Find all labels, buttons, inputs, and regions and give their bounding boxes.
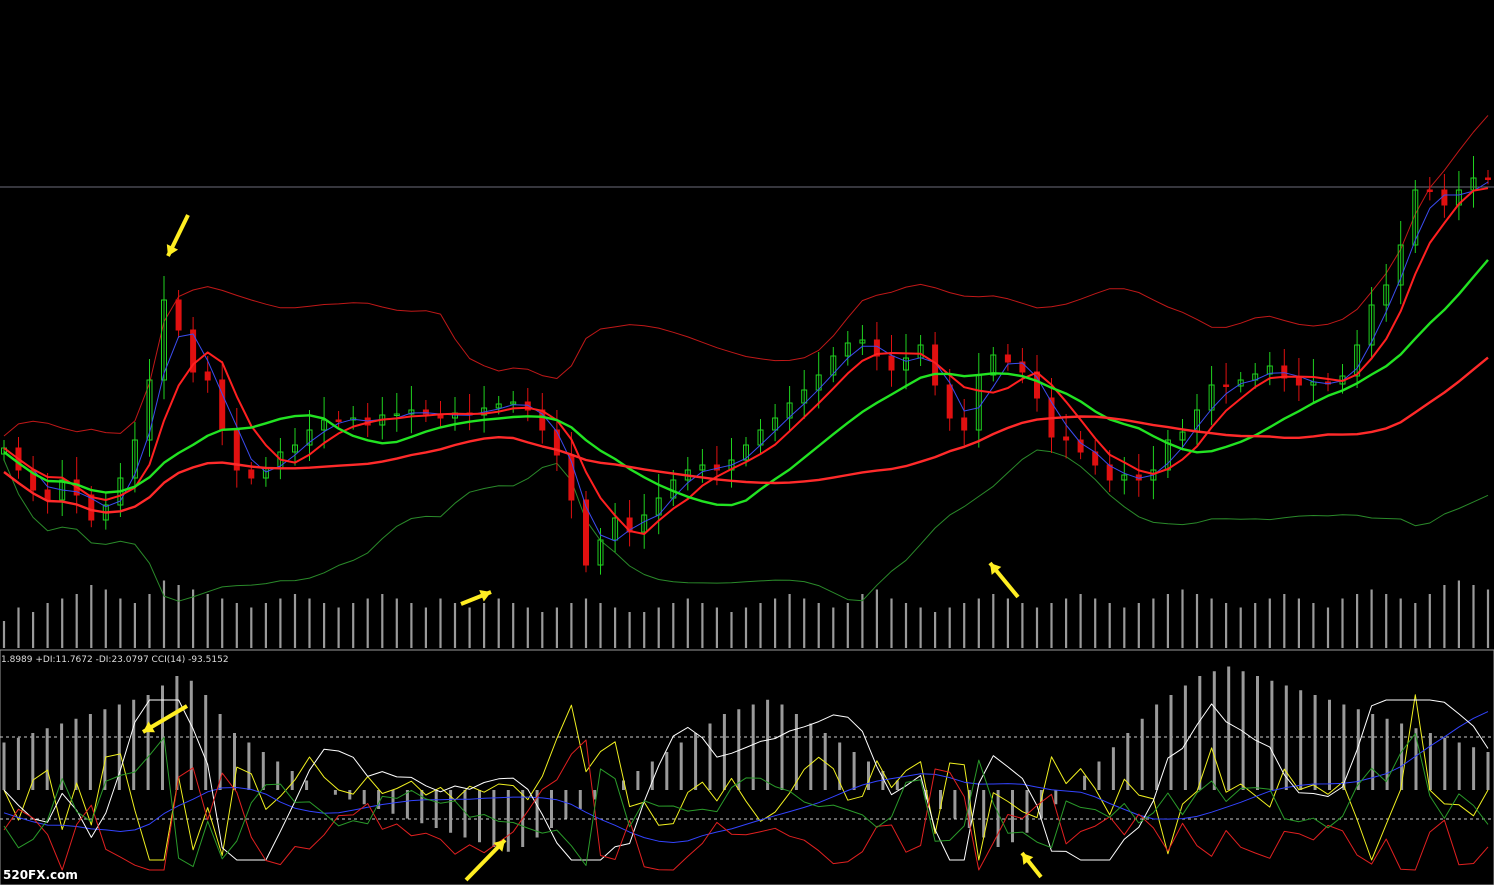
candle-body — [1485, 177, 1491, 180]
indicator-readout: 1.8989 +DI:11.7672 -DI:23.0797 CCI(14) -… — [1, 655, 229, 665]
osc-green-line — [3, 733, 1489, 868]
candle-body — [1426, 189, 1433, 192]
candle-body — [161, 299, 167, 381]
candle-body — [1121, 474, 1128, 481]
candle-body — [292, 444, 298, 453]
arrow-bottom-right-head — [990, 563, 1002, 575]
ma-blue-line — [3, 181, 1489, 542]
candle-body — [350, 417, 357, 421]
candle-body — [175, 299, 182, 331]
candle-body — [131, 439, 138, 479]
osc-cci-line — [3, 694, 1489, 861]
osc-blue-line — [3, 711, 1489, 843]
candle-body — [772, 417, 779, 431]
candle-body — [1150, 469, 1157, 481]
candle-body — [1295, 377, 1302, 386]
osc-white-line — [3, 699, 1489, 861]
candlesticks — [1, 156, 1491, 575]
signal-arrows — [141, 214, 1043, 882]
candle-body — [786, 402, 793, 419]
candle-body — [743, 444, 749, 461]
candle-body — [1223, 384, 1230, 387]
candle-body — [524, 401, 531, 411]
candle-body — [597, 539, 604, 566]
candle-body — [1281, 365, 1288, 379]
candle-body — [1077, 439, 1084, 453]
candle-body — [219, 379, 226, 431]
candle-body — [1368, 304, 1375, 346]
arrow-osc-mid-head — [493, 840, 505, 852]
candle-body — [830, 355, 837, 376]
candle-body — [422, 409, 429, 415]
candle-body — [1106, 464, 1113, 481]
candle-body — [990, 354, 997, 376]
candle-body — [1354, 344, 1361, 377]
ma-slow-line — [3, 356, 1489, 514]
candle-body — [495, 403, 502, 409]
arrow-osc-right-head — [1022, 853, 1034, 865]
ma-mid-line — [3, 259, 1489, 507]
candle-body — [1383, 284, 1390, 306]
band-upper-line — [3, 115, 1489, 437]
candle-body — [583, 499, 589, 566]
arrow-osc-left-head — [143, 721, 155, 733]
candle-body — [408, 409, 415, 415]
candle-body — [204, 371, 211, 381]
candle-body — [1397, 244, 1404, 286]
candle-body — [248, 469, 255, 479]
candle-body — [946, 384, 953, 419]
candle-body — [146, 379, 153, 441]
osc-red-line — [3, 739, 1489, 871]
candle-body — [1063, 436, 1070, 441]
candle-body — [903, 357, 909, 371]
candle-body — [510, 401, 517, 405]
band-lower-line — [3, 449, 1489, 602]
candle-body — [1441, 189, 1448, 206]
candle-body — [190, 329, 197, 373]
candle-body — [553, 429, 560, 456]
candle-body — [859, 339, 866, 344]
candle-body — [1266, 365, 1273, 375]
candle-body — [44, 489, 51, 501]
candle-body — [306, 429, 313, 446]
candle-body — [1412, 189, 1419, 246]
candle-body — [961, 417, 968, 431]
arrow-bottom-left-head — [479, 590, 491, 602]
oscillator-histogram — [2, 666, 1490, 852]
candle-body — [612, 517, 619, 541]
candle-body — [844, 342, 851, 357]
candle-body — [888, 355, 895, 371]
candle-body — [1004, 354, 1011, 363]
ma-fast-line — [3, 187, 1489, 535]
watermark: 520FX.com — [3, 868, 78, 882]
candle-body — [1019, 361, 1026, 373]
candle-body — [1208, 384, 1215, 411]
candle-body — [393, 413, 400, 416]
candle-body — [335, 419, 342, 422]
bollinger-bands — [3, 115, 1489, 602]
arrow-top-left-head — [166, 244, 179, 256]
moving-averages — [3, 181, 1489, 542]
candle-body — [699, 464, 706, 471]
volume-bars — [2, 580, 1490, 648]
candle-body — [1179, 431, 1186, 441]
candle-body — [88, 494, 95, 521]
oscillator-lines — [3, 694, 1489, 871]
